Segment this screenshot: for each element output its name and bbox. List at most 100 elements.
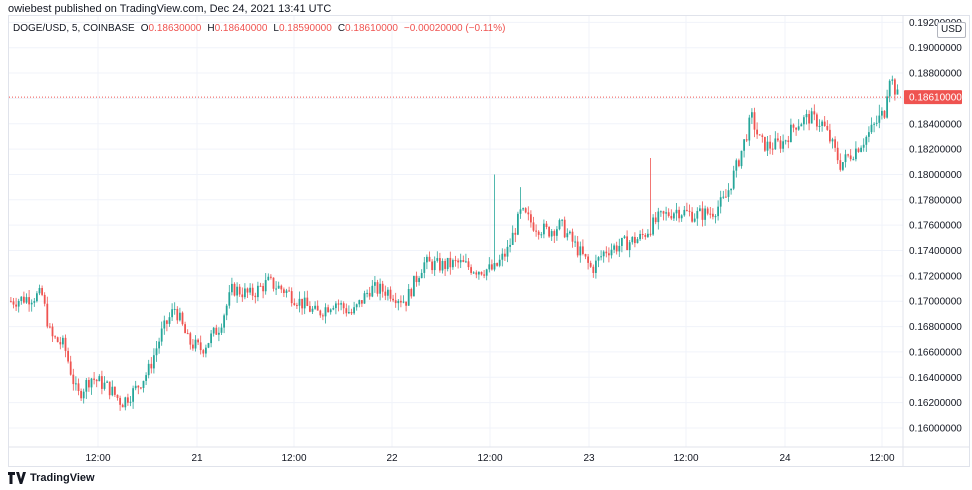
y-tick-label: 0.19200000 [909, 18, 962, 29]
candle-body [631, 236, 634, 243]
candle-body [127, 397, 129, 403]
candle-body [394, 300, 397, 304]
candle-body [566, 233, 569, 238]
y-tick-label: 0.18800000 [909, 69, 962, 80]
candle-body [498, 259, 501, 266]
candle-body [509, 244, 511, 247]
candle-body [254, 295, 257, 298]
candle-body [615, 245, 618, 252]
candle-body [673, 213, 675, 219]
candle-body [478, 271, 480, 275]
candle-body [41, 287, 43, 295]
candle-body [686, 209, 688, 211]
candle-body [462, 260, 465, 262]
low-label: L [273, 23, 279, 34]
candle-body [410, 288, 413, 297]
candle-body [579, 246, 582, 256]
candle-body [23, 296, 25, 303]
candle-body [215, 327, 218, 335]
y-tick-label: 0.16400000 [909, 373, 962, 384]
y-tick-label: 0.18200000 [909, 145, 962, 156]
candle-body [267, 276, 270, 281]
candle-body [88, 380, 90, 388]
candle-body [355, 304, 358, 308]
candle-body [10, 301, 12, 303]
candle-body [189, 333, 192, 345]
candle-body [379, 283, 381, 294]
candle-body [792, 124, 795, 128]
candle-body [610, 249, 613, 256]
candle-body [324, 307, 327, 317]
candle-body [613, 245, 615, 250]
candle-body [199, 342, 202, 351]
candle-body [634, 236, 636, 244]
close-label: C [337, 23, 346, 34]
candle-body [483, 274, 485, 276]
candle-body [30, 302, 33, 305]
candle-body [725, 196, 727, 198]
candle-body [730, 188, 732, 191]
candle-body [80, 390, 82, 399]
candle-body [756, 129, 758, 135]
candle-body [392, 298, 394, 301]
candle-body [119, 397, 121, 405]
candle-body [623, 236, 626, 238]
candle-body [501, 253, 504, 260]
candle-body [457, 260, 459, 263]
candle-body [415, 275, 418, 283]
candle-body [116, 394, 119, 398]
symbol-name[interactable]: DOGE/USD, 5, COINBASE [13, 23, 135, 34]
candle-body [475, 272, 478, 275]
candle-body [813, 111, 816, 115]
candle-body [218, 332, 220, 335]
candle-body [439, 258, 441, 271]
publish-info: owiebest published on TradingView.com, D… [8, 3, 332, 15]
candle-body [160, 328, 163, 342]
candle-body [454, 260, 457, 262]
candle-body [857, 148, 860, 152]
candle-body [277, 285, 280, 289]
candle-body [571, 231, 574, 242]
candle-body [327, 307, 329, 313]
symbol-legend[interactable]: DOGE/USD, 5, COINBASE O 0.18630000 H 0.186… [13, 23, 505, 34]
candle-body [389, 289, 392, 299]
y-tick-label: 0.17200000 [909, 271, 962, 282]
candle-body [420, 272, 423, 279]
candle-body [366, 292, 368, 294]
candle-body [231, 283, 233, 293]
candle-body [249, 287, 251, 293]
y-axis[interactable]: 0.192000000.190000000.188000000.18600000… [902, 15, 962, 466]
candle-body [847, 154, 849, 156]
candle-body [826, 126, 829, 130]
candle-body [782, 141, 784, 149]
tradingview-logo-icon [8, 472, 26, 484]
candle-body [353, 307, 355, 314]
candle-body [56, 337, 59, 343]
candle-body [337, 303, 340, 305]
candle-body [761, 135, 764, 137]
candle-body [852, 159, 855, 161]
x-axis[interactable]: 12:00 21 12:00 22 12:00 23 12:00 24 12:00 [9, 446, 969, 464]
candle-body [667, 212, 670, 216]
open-value: 0.18630000 [148, 23, 202, 34]
candle-body [771, 148, 774, 150]
candle-body [25, 297, 28, 303]
candle-body [654, 217, 657, 223]
candle-body [480, 271, 483, 275]
candle-body [553, 231, 556, 236]
candle-body [98, 376, 101, 382]
candle-body [797, 126, 800, 130]
candle-body [85, 380, 88, 392]
candle-body [550, 231, 553, 237]
candle-body [873, 123, 875, 125]
currency-badge[interactable]: USD [937, 22, 967, 38]
candle-body [106, 381, 108, 383]
candle-body [886, 96, 888, 118]
footer-brand[interactable]: TradingView [8, 472, 95, 484]
candle-body [860, 147, 862, 152]
candle-body [888, 80, 891, 97]
candle-body [371, 285, 374, 297]
candle-body [20, 296, 23, 301]
candle-body [220, 327, 223, 333]
